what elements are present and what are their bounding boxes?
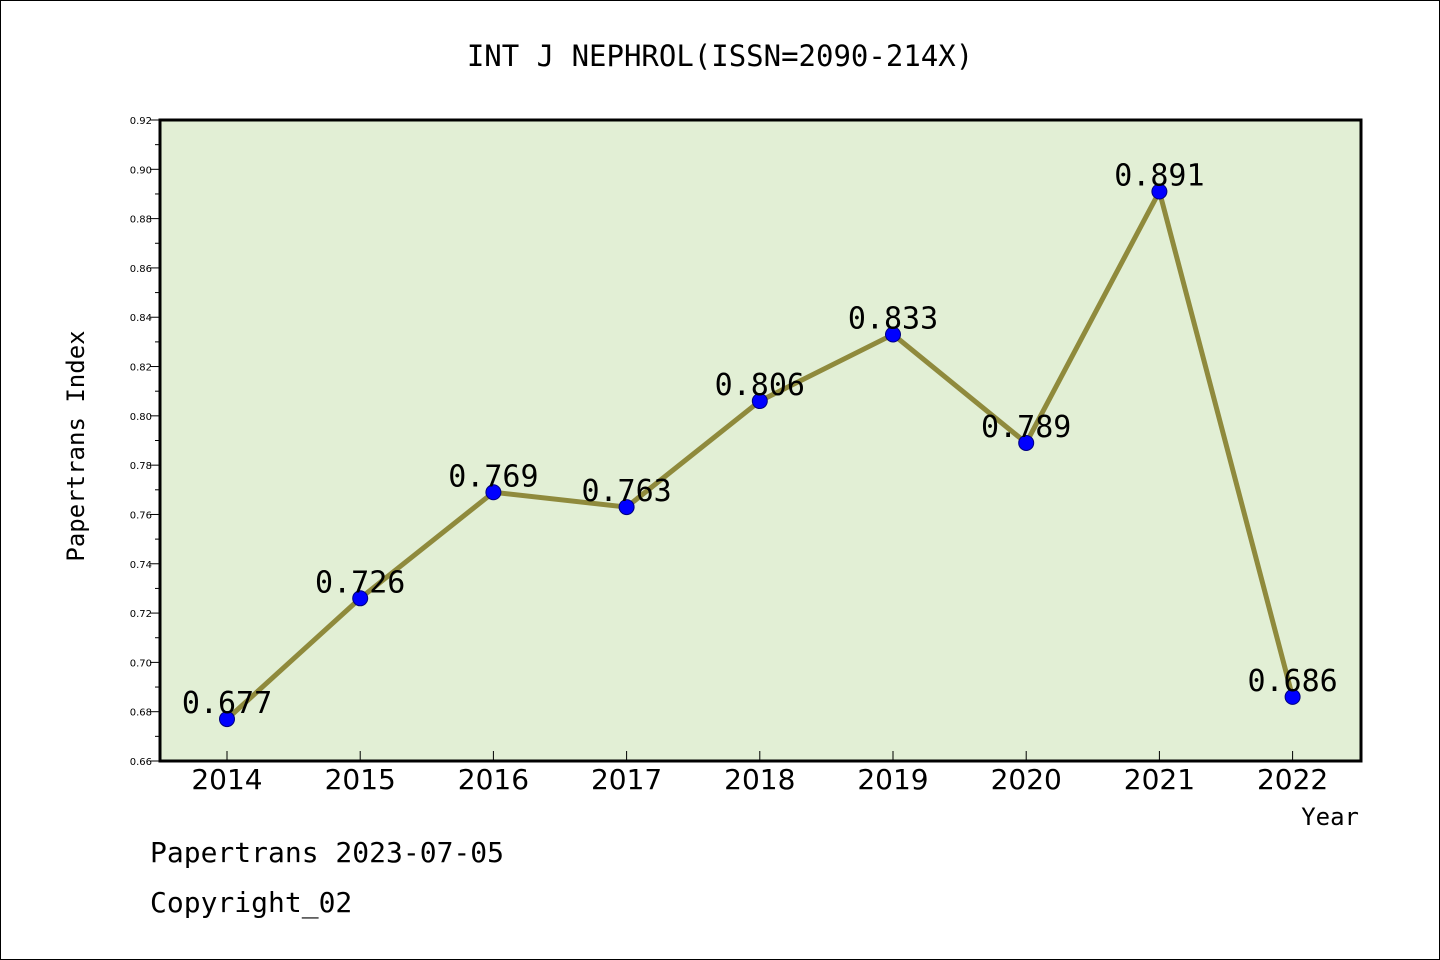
x-tick-label: 2015 [325,763,396,796]
y-tick-label: 0.82 [130,363,152,374]
y-tick-label: 0.78 [130,461,152,472]
data-label: 0.763 [581,474,671,509]
data-point-marker [885,326,901,343]
y-tick-label: 0.84 [130,313,152,324]
data-label: 0.686 [1247,664,1337,699]
data-point-marker [352,590,369,607]
data-label: 0.769 [448,459,538,494]
series-group: 0.677 0.726 0.769 0.763 0.806 0.833 0.789 0.891… [182,158,1338,728]
data-point-marker [1151,183,1168,200]
footer-date: Papertrans 2023-07-05 [150,836,505,869]
data-point-marker [1018,434,1035,451]
data-label: 0.833 [848,301,938,336]
y-tick-label: 0.72 [130,609,152,620]
y-tick-label: 0.70 [130,658,152,669]
y-tick-label: 0.80 [130,412,152,423]
y-tick-label: 0.76 [130,510,152,521]
x-tick-label: 2021 [1124,763,1195,796]
x-tick-label: 2019 [857,763,928,796]
data-point-marker [751,393,768,410]
chart-title: INT J NEPHROL(ISSN=2090-214X) [467,39,973,73]
x-tick-label: 2016 [458,763,529,796]
data-point-marker [219,711,235,728]
data-label: 0.891 [1114,158,1204,193]
y-tick-label: 0.66 [130,757,152,768]
x-tick-label: 2018 [724,763,795,796]
data-point-marker [1284,688,1301,705]
data-label: 0.726 [315,565,405,600]
footer-copyright: Copyright_02 [150,886,353,919]
y-axis-label: Papertrans Index [62,330,90,561]
x-tick-label: 2017 [591,763,662,796]
data-point-marker [485,484,502,501]
x-tick-label: 2020 [991,763,1062,796]
data-label: 0.677 [182,686,272,721]
data-label: 0.806 [715,368,805,403]
y-tick-label: 0.90 [130,165,152,176]
y-tick-label: 0.68 [130,708,152,719]
y-tick-label: 0.86 [130,264,152,275]
x-tick-label: 2014 [191,763,262,796]
data-point-marker [618,499,635,516]
y-tick-label: 0.74 [130,560,152,571]
y-axis: 0.66 0.68 0.70 0.72 0.74 0.76 0.78 0.80 0.82 0.84… [130,116,160,768]
x-tick-label: 2022 [1257,763,1328,796]
x-axis: 2014 2015 2016 2017 2018 2019 2020 2021 2022 [191,751,1328,796]
x-axis-label: Year [1301,803,1359,831]
y-tick-label: 0.88 [130,215,152,226]
data-label: 0.789 [981,410,1071,445]
y-tick-label: 0.92 [130,116,152,127]
plot-area [158,118,1363,763]
